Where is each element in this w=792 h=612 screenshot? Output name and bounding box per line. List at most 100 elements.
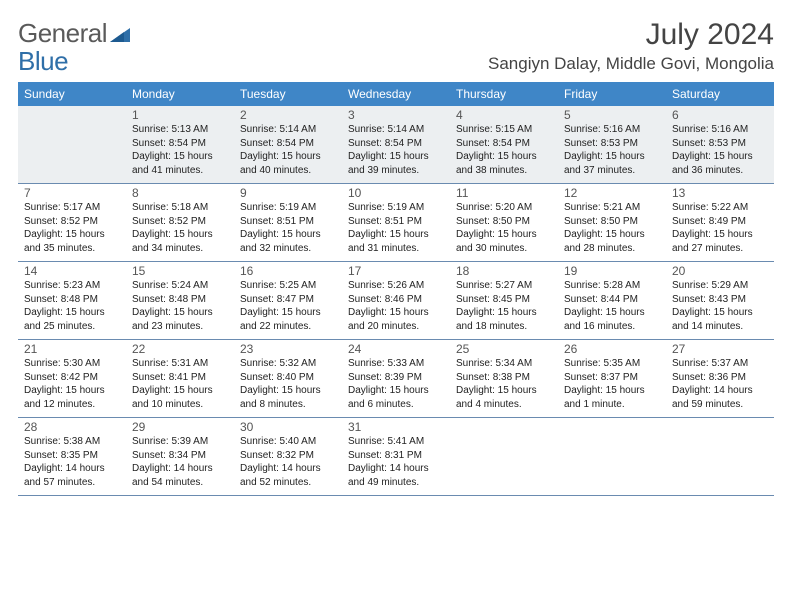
- daylight-text: and 36 minutes.: [672, 164, 768, 178]
- daylight-text: and 57 minutes.: [24, 476, 120, 490]
- daylight-text: and 28 minutes.: [564, 242, 660, 256]
- daylight-text: Daylight: 14 hours: [240, 462, 336, 476]
- calendar-cell: 16Sunrise: 5:25 AMSunset: 8:47 PMDayligh…: [234, 262, 342, 340]
- calendar-cell: 19Sunrise: 5:28 AMSunset: 8:44 PMDayligh…: [558, 262, 666, 340]
- daylight-text: Daylight: 15 hours: [672, 228, 768, 242]
- daylight-text: and 23 minutes.: [132, 320, 228, 334]
- daylight-text: Daylight: 15 hours: [456, 150, 552, 164]
- sunset-text: Sunset: 8:51 PM: [240, 215, 336, 229]
- daylight-text: Daylight: 15 hours: [348, 228, 444, 242]
- day-number: 28: [24, 420, 120, 434]
- calendar-cell: 5Sunrise: 5:16 AMSunset: 8:53 PMDaylight…: [558, 106, 666, 184]
- calendar-cell: 27Sunrise: 5:37 AMSunset: 8:36 PMDayligh…: [666, 340, 774, 418]
- calendar-cell: 15Sunrise: 5:24 AMSunset: 8:48 PMDayligh…: [126, 262, 234, 340]
- daylight-text: and 10 minutes.: [132, 398, 228, 412]
- sunrise-text: Sunrise: 5:19 AM: [240, 201, 336, 215]
- day-number: 17: [348, 264, 444, 278]
- sunrise-text: Sunrise: 5:19 AM: [348, 201, 444, 215]
- calendar-cell: 8Sunrise: 5:18 AMSunset: 8:52 PMDaylight…: [126, 184, 234, 262]
- daylight-text: and 38 minutes.: [456, 164, 552, 178]
- calendar-cell: [558, 418, 666, 496]
- calendar-cell: 23Sunrise: 5:32 AMSunset: 8:40 PMDayligh…: [234, 340, 342, 418]
- daylight-text: and 40 minutes.: [240, 164, 336, 178]
- daylight-text: and 22 minutes.: [240, 320, 336, 334]
- sunrise-text: Sunrise: 5:14 AM: [348, 123, 444, 137]
- daylight-text: Daylight: 15 hours: [132, 228, 228, 242]
- calendar-cell: 10Sunrise: 5:19 AMSunset: 8:51 PMDayligh…: [342, 184, 450, 262]
- calendar-body: 1Sunrise: 5:13 AMSunset: 8:54 PMDaylight…: [18, 106, 774, 496]
- calendar-cell: 17Sunrise: 5:26 AMSunset: 8:46 PMDayligh…: [342, 262, 450, 340]
- day-number: 23: [240, 342, 336, 356]
- daylight-text: Daylight: 14 hours: [132, 462, 228, 476]
- sunrise-text: Sunrise: 5:37 AM: [672, 357, 768, 371]
- sunset-text: Sunset: 8:39 PM: [348, 371, 444, 385]
- day-number: 1: [132, 108, 228, 122]
- daylight-text: Daylight: 15 hours: [564, 150, 660, 164]
- day-number: 2: [240, 108, 336, 122]
- daylight-text: and 16 minutes.: [564, 320, 660, 334]
- sunrise-text: Sunrise: 5:21 AM: [564, 201, 660, 215]
- day-number: 7: [24, 186, 120, 200]
- sunset-text: Sunset: 8:53 PM: [564, 137, 660, 151]
- day-number: 26: [564, 342, 660, 356]
- sunrise-text: Sunrise: 5:35 AM: [564, 357, 660, 371]
- daylight-text: and 1 minute.: [564, 398, 660, 412]
- daylight-text: and 20 minutes.: [348, 320, 444, 334]
- calendar-cell: 30Sunrise: 5:40 AMSunset: 8:32 PMDayligh…: [234, 418, 342, 496]
- daylight-text: and 41 minutes.: [132, 164, 228, 178]
- header: General July 2024 Sangiyn Dalay, Middle …: [18, 18, 774, 74]
- day-number: 4: [456, 108, 552, 122]
- weekday-header: Thursday: [450, 82, 558, 106]
- sunset-text: Sunset: 8:38 PM: [456, 371, 552, 385]
- day-number: 16: [240, 264, 336, 278]
- daylight-text: and 4 minutes.: [456, 398, 552, 412]
- day-number: 30: [240, 420, 336, 434]
- title-block: July 2024 Sangiyn Dalay, Middle Govi, Mo…: [488, 18, 774, 74]
- sunrise-text: Sunrise: 5:22 AM: [672, 201, 768, 215]
- daylight-text: Daylight: 15 hours: [24, 384, 120, 398]
- daylight-text: and 37 minutes.: [564, 164, 660, 178]
- daylight-text: Daylight: 14 hours: [24, 462, 120, 476]
- sunset-text: Sunset: 8:50 PM: [456, 215, 552, 229]
- day-number: 29: [132, 420, 228, 434]
- daylight-text: Daylight: 15 hours: [240, 228, 336, 242]
- daylight-text: and 32 minutes.: [240, 242, 336, 256]
- daylight-text: Daylight: 15 hours: [24, 306, 120, 320]
- sunrise-text: Sunrise: 5:16 AM: [672, 123, 768, 137]
- day-number: 22: [132, 342, 228, 356]
- daylight-text: and 14 minutes.: [672, 320, 768, 334]
- daylight-text: and 12 minutes.: [24, 398, 120, 412]
- day-number: 6: [672, 108, 768, 122]
- day-number: 11: [456, 186, 552, 200]
- sunset-text: Sunset: 8:54 PM: [240, 137, 336, 151]
- calendar-cell: 20Sunrise: 5:29 AMSunset: 8:43 PMDayligh…: [666, 262, 774, 340]
- sunset-text: Sunset: 8:50 PM: [564, 215, 660, 229]
- sunset-text: Sunset: 8:47 PM: [240, 293, 336, 307]
- daylight-text: and 49 minutes.: [348, 476, 444, 490]
- calendar-cell: [666, 418, 774, 496]
- daylight-text: Daylight: 15 hours: [24, 228, 120, 242]
- calendar-cell: 24Sunrise: 5:33 AMSunset: 8:39 PMDayligh…: [342, 340, 450, 418]
- day-number: 18: [456, 264, 552, 278]
- day-number: 10: [348, 186, 444, 200]
- calendar-cell: 26Sunrise: 5:35 AMSunset: 8:37 PMDayligh…: [558, 340, 666, 418]
- calendar-cell: 4Sunrise: 5:15 AMSunset: 8:54 PMDaylight…: [450, 106, 558, 184]
- calendar-cell: 3Sunrise: 5:14 AMSunset: 8:54 PMDaylight…: [342, 106, 450, 184]
- day-number: 12: [564, 186, 660, 200]
- sunrise-text: Sunrise: 5:38 AM: [24, 435, 120, 449]
- daylight-text: and 34 minutes.: [132, 242, 228, 256]
- sunset-text: Sunset: 8:37 PM: [564, 371, 660, 385]
- sunrise-text: Sunrise: 5:23 AM: [24, 279, 120, 293]
- day-number: 5: [564, 108, 660, 122]
- calendar-cell: 18Sunrise: 5:27 AMSunset: 8:45 PMDayligh…: [450, 262, 558, 340]
- day-number: 31: [348, 420, 444, 434]
- sunrise-text: Sunrise: 5:18 AM: [132, 201, 228, 215]
- calendar-cell: 29Sunrise: 5:39 AMSunset: 8:34 PMDayligh…: [126, 418, 234, 496]
- day-number: 25: [456, 342, 552, 356]
- daylight-text: Daylight: 15 hours: [348, 150, 444, 164]
- sunrise-text: Sunrise: 5:31 AM: [132, 357, 228, 371]
- daylight-text: and 59 minutes.: [672, 398, 768, 412]
- weekday-header: Wednesday: [342, 82, 450, 106]
- sunrise-text: Sunrise: 5:15 AM: [456, 123, 552, 137]
- daylight-text: and 18 minutes.: [456, 320, 552, 334]
